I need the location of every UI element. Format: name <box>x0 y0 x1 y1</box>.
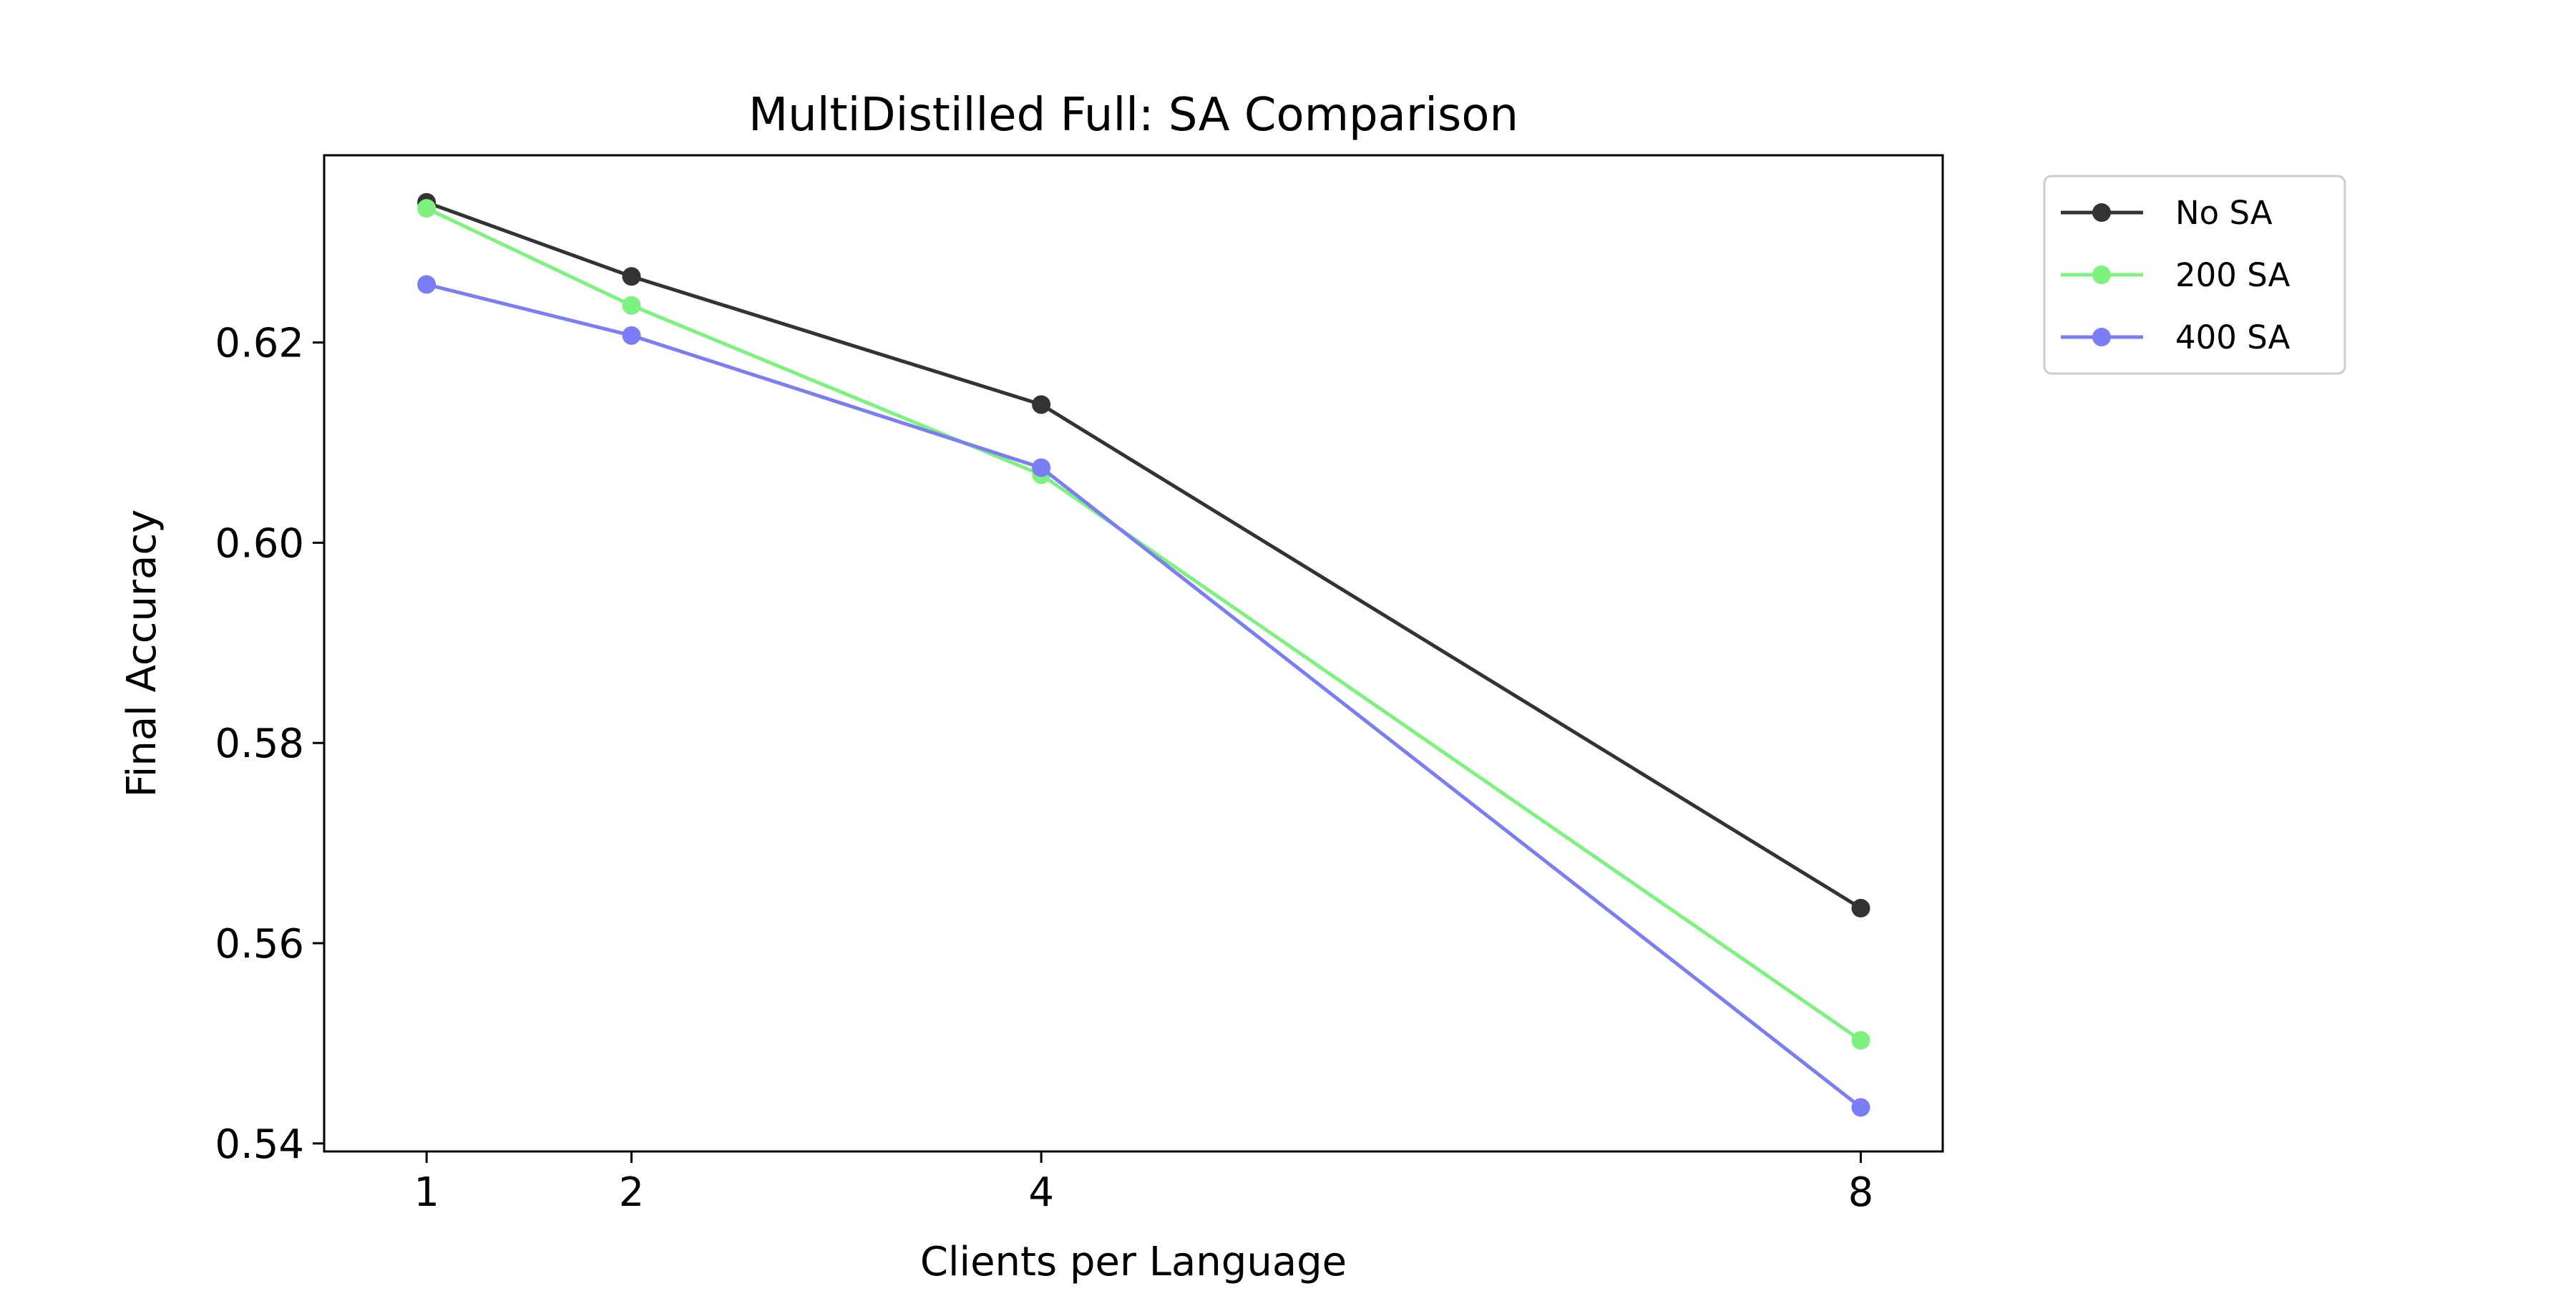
data-point <box>1851 1098 1870 1117</box>
legend-item: 200 SA <box>2061 256 2290 294</box>
data-point <box>1032 458 1051 477</box>
series-layer <box>417 193 1870 1117</box>
data-point <box>622 326 641 345</box>
data-point <box>417 275 436 294</box>
x-tick-label: 4 <box>1028 1169 1054 1216</box>
legend-frame <box>2043 175 2346 375</box>
series-400-sa <box>417 275 1870 1117</box>
series-200-sa <box>417 199 1870 1050</box>
y-tick-label: 0.62 <box>215 321 304 367</box>
data-point <box>1851 899 1870 918</box>
y-tick-label: 0.54 <box>215 1121 304 1168</box>
data-point <box>1032 395 1051 414</box>
plot-frame <box>323 154 1944 1153</box>
series-line <box>426 206 1862 1042</box>
legend-items: No SA 200 SA 400 SA <box>2061 194 2290 356</box>
series-line <box>426 283 1863 1109</box>
legend-marker <box>2092 328 2111 346</box>
legend-marker <box>2092 203 2111 222</box>
legend-label: 400 SA <box>2175 318 2290 356</box>
legend-label: 200 SA <box>2175 256 2290 294</box>
y-axis-label: Final Accuracy <box>119 510 165 798</box>
data-point <box>622 296 641 315</box>
plot-area <box>324 155 1943 1151</box>
data-point <box>1851 1031 1870 1050</box>
x-axis-label: Clients per Language <box>920 1239 1347 1285</box>
y-tick-label: 0.56 <box>215 921 304 968</box>
y-tick-label: 0.60 <box>215 520 304 567</box>
series-line <box>426 200 1862 910</box>
x-tick-label: 2 <box>619 1169 645 1216</box>
data-point <box>622 267 641 286</box>
legend-item: 400 SA <box>2061 318 2290 356</box>
axes-layer: 1 2 4 8 0.54 0.56 0.58 0.60 0.62 <box>215 321 1873 1216</box>
x-tick-label: 8 <box>1848 1169 1874 1216</box>
data-point <box>417 199 436 218</box>
x-tick-label: 1 <box>414 1169 439 1216</box>
legend-label: No SA <box>2175 194 2273 232</box>
legend: No SA 200 SA 400 SA <box>2043 175 2346 375</box>
chart-title: MultiDistilled Full: SA Comparison <box>748 89 1518 142</box>
y-tick-label: 0.58 <box>215 721 304 767</box>
legend-marker <box>2092 265 2111 284</box>
legend-item: No SA <box>2061 194 2273 232</box>
